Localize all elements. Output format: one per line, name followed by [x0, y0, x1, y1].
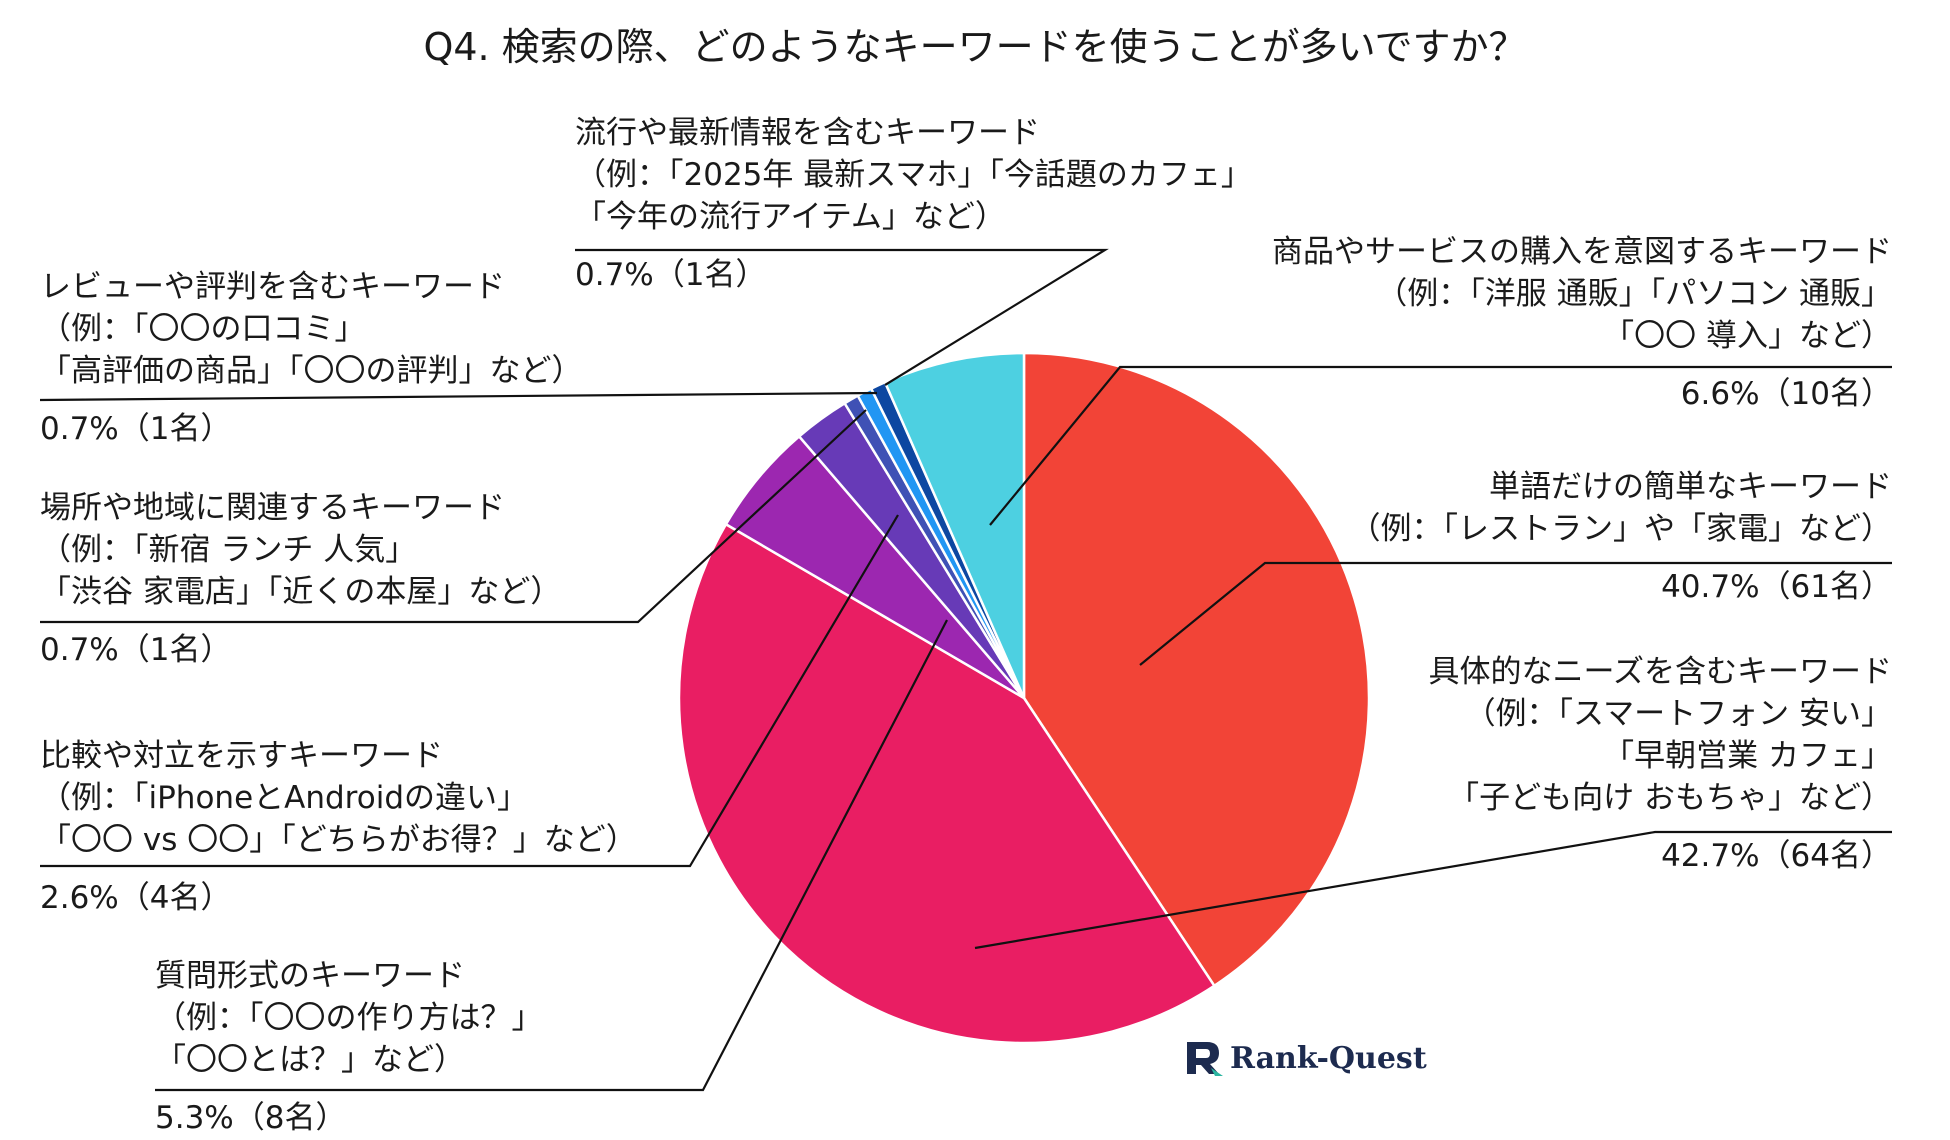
leader-line-1 [1139, 561, 1892, 666]
slice-label-line: 「子ども向け おもちゃ」など） [1448, 780, 1892, 816]
chart-title: Q4. 検索の際、どのようなキーワードを使うことが多いですか？ [423, 25, 1526, 69]
slice-label-line: （例：「iPhoneとAndroidの違い」 [40, 780, 528, 816]
slice-label-line: 「渋谷 家電店」「近くの本屋」など） [40, 574, 561, 610]
slice-label-2: 具体的なニーズを含むキーワード （例：「スマートフォン 安い」「早朝営業 カフェ」… [1429, 654, 1892, 874]
leader-line-7 [575, 248, 1109, 386]
slice-label-line: （例：「スマートフォン 安い」 [1465, 696, 1892, 732]
leader-line-4 [40, 514, 899, 868]
slice-percent-label: 40.7%（61名） [1661, 569, 1892, 605]
slice-label-line: 流行や最新情報を含むキーワード [575, 115, 1040, 151]
slice-label-line: 「今年の流行アイテム」など） [575, 199, 1006, 235]
rank-quest-logo-icon [1187, 1042, 1223, 1076]
slice-label-line: 商品やサービスの購入を意図するキーワード [1272, 234, 1892, 270]
leader-line-3 [155, 619, 948, 1092]
slice-percent-label: 2.6%（4名） [40, 880, 231, 916]
slice-label-line: （例：「2025年 最新スマホ」「今話題のカフェ」 [575, 157, 1252, 193]
pie-slice-8 [883, 351, 1026, 699]
slice-label-4: 比較や対立を示すキーワード （例：「iPhoneとAndroidの違い」「〇〇 v… [40, 738, 637, 916]
leader-lines [39, 248, 1892, 1092]
slice-label-5: 場所や地域に関連するキーワード （例：「新宿 ランチ 人気」「渋谷 家電店」「近く… [40, 490, 561, 668]
slice-percent-label: 0.7%（1名） [40, 411, 231, 447]
slice-label-8: 商品やサービスの購入を意図するキーワード （例：「洋服 通販」「パソコン 通販」「… [1272, 234, 1892, 412]
slice-labels: 単語だけの簡単なキーワード （例：「レストラン」や「家電」など） 40.7%（61名… [40, 115, 1892, 1136]
slice-label-line: （例：「〇〇の作り方は？」 [155, 1000, 543, 1036]
pie-slice-2 [677, 522, 1217, 1045]
slice-label-line: 「〇〇とは？」など） [155, 1042, 465, 1078]
slice-label-line: （例：「洋服 通販」「パソコン 通販」 [1376, 276, 1892, 312]
slice-label-line: 「〇〇 導入」など） [1603, 318, 1892, 354]
leader-line-8 [989, 365, 1892, 526]
slice-percent-label: 42.7%（64名） [1661, 838, 1892, 874]
slice-label-line: 「高評価の商品」「〇〇の評判」など） [40, 353, 583, 389]
brand-logo: Rank-Quest [1187, 1041, 1427, 1076]
leader-line-2 [974, 830, 1892, 950]
slice-label-line: （例：「〇〇の口コミ」 [40, 311, 366, 347]
slice-label-1: 単語だけの簡単なキーワード （例：「レストラン」や「家電」など） 40.7%（61名… [1350, 469, 1893, 605]
slice-label-line: （例：「新宿 ランチ 人気」 [40, 532, 416, 568]
slice-label-line: 「〇〇 vs 〇〇」「どちらがお得？」など） [40, 822, 637, 858]
slice-label-line: 質問形式のキーワード [155, 958, 465, 994]
slice-label-line: 単語だけの簡単なキーワード [1489, 469, 1892, 505]
slice-label-6: レビューや評判を含むキーワード （例：「〇〇の口コミ」「高評価の商品」「〇〇の評判… [40, 269, 583, 447]
slice-label-line: （例：「レストラン」や「家電」など） [1350, 511, 1893, 547]
slice-label-line: レビューや評判を含むキーワード [40, 269, 505, 305]
slice-label-line: 場所や地域に関連するキーワード [40, 490, 505, 526]
leader-line-6 [39, 391, 878, 402]
brand-name: Rank-Quest [1230, 1041, 1427, 1076]
slice-label-line: 「早朝営業 カフェ」 [1603, 738, 1892, 774]
slice-percent-label: 0.7%（1名） [575, 257, 766, 293]
slice-percent-label: 5.3%（8名） [155, 1100, 346, 1136]
slice-label-line: 比較や対立を示すキーワード [40, 738, 443, 774]
slice-label-line: 具体的なニーズを含むキーワード [1429, 654, 1892, 690]
slice-label-7: 流行や最新情報を含むキーワード （例：「2025年 最新スマホ」「今話題のカフェ」… [575, 115, 1252, 293]
leader-line-5 [40, 409, 867, 624]
slice-percent-label: 6.6%（10名） [1681, 376, 1892, 412]
slice-label-3: 質問形式のキーワード （例：「〇〇の作り方は？」「〇〇とは？」など） 5.3%（8名… [155, 958, 543, 1136]
slice-percent-label: 0.7%（1名） [40, 632, 231, 668]
